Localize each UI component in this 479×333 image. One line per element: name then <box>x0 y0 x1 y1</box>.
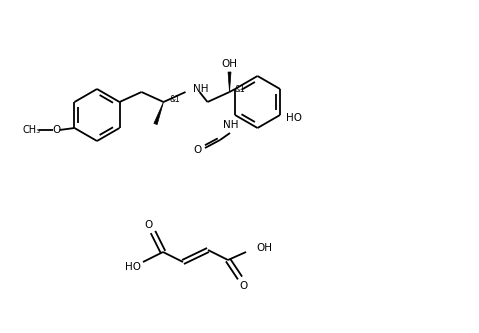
Text: &1: &1 <box>235 85 245 94</box>
Text: O: O <box>52 125 61 135</box>
Text: NH: NH <box>223 120 239 130</box>
Text: NH: NH <box>193 84 208 94</box>
Text: OH: OH <box>221 59 238 69</box>
Text: O: O <box>145 220 153 230</box>
Text: O: O <box>194 145 202 155</box>
Text: OH: OH <box>256 243 272 253</box>
Text: O: O <box>240 281 248 291</box>
Polygon shape <box>228 72 231 92</box>
Text: &1: &1 <box>170 95 180 104</box>
Text: CH₃: CH₃ <box>23 125 41 135</box>
Text: HO: HO <box>286 113 302 123</box>
Polygon shape <box>154 102 163 125</box>
Text: HO: HO <box>125 262 141 272</box>
